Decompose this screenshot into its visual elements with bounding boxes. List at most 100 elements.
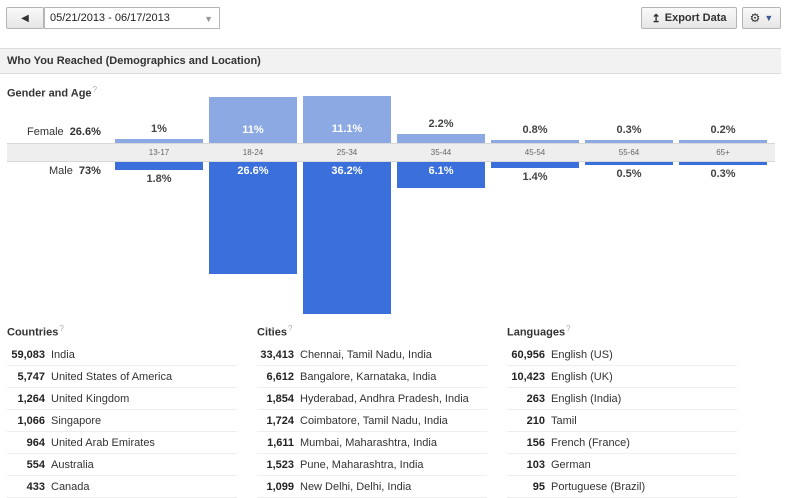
cities-row: 33,413 Chennai, Tamil Nadu, India: [257, 344, 487, 366]
date-range-select[interactable]: 05/21/2013 - 06/17/2013 ▼: [44, 7, 220, 29]
cities-name: Mumbai, Maharashtra, India: [300, 436, 437, 449]
languages-count: 156: [526, 436, 545, 449]
female-value-3: 2.2%: [428, 117, 454, 130]
countries-count: 964: [26, 436, 45, 449]
section-header: Who You Reached (Demographics and Locati…: [0, 48, 781, 74]
age-axis-strip: [7, 143, 775, 162]
age-label-6: 65+: [716, 148, 730, 157]
countries-name: Canada: [51, 480, 90, 493]
previous-period-button[interactable]: ◀: [6, 7, 44, 29]
cities-name: Hyderabad, Andhra Pradesh, India: [300, 392, 469, 405]
cities-count: 1,523: [266, 458, 294, 471]
cities-count: 6,612: [266, 370, 294, 383]
languages-name: German: [551, 458, 591, 471]
age-label-4: 45-54: [524, 148, 546, 157]
female-value-2: 11.1%: [331, 123, 363, 136]
cities-row: 1,523 Pune, Maharashtra, India: [257, 454, 487, 476]
male-bar-3[interactable]: [397, 162, 485, 188]
countries-count: 5,747: [17, 370, 45, 383]
female-bar-0[interactable]: [115, 138, 203, 143]
languages-count: 10,423: [511, 370, 545, 383]
female-bar-3[interactable]: [397, 133, 485, 143]
cities-name: Chennai, Tamil Nadu, India: [300, 348, 432, 361]
countries-row: 433 Canada: [7, 476, 237, 498]
gear-icon: ⚙: [749, 11, 761, 25]
countries-row: 1,264 United Kingdom: [7, 388, 237, 410]
age-label-1: 18-24: [242, 148, 264, 157]
countries-row: 554 Australia: [7, 454, 237, 476]
age-label-3: 35-44: [430, 148, 452, 157]
languages-row: 156 French (France): [507, 432, 737, 454]
male-value-6: 0.3%: [710, 168, 736, 180]
cities-name: Coimbatore, Tamil Nadu, India: [300, 414, 448, 427]
countries-row: 1,066 Singapore: [7, 410, 237, 432]
settings-menu-button[interactable]: ⚙ ▼: [742, 7, 781, 29]
male-bar-2[interactable]: [303, 162, 391, 315]
female-total: 26.6%: [69, 126, 101, 138]
date-range-value: 05/21/2013 - 06/17/2013: [50, 12, 170, 24]
female-bar-6[interactable]: [679, 140, 767, 143]
male-legend: Male 73%: [49, 165, 101, 177]
age-label-2: 25-34: [336, 148, 358, 157]
countries-count: 59,083: [11, 348, 45, 361]
languages-row: 263 English (India): [507, 388, 737, 410]
help-icon[interactable]: ?: [92, 85, 98, 94]
languages-name: Tamil: [551, 414, 577, 427]
male-bar-0[interactable]: [115, 162, 203, 170]
languages-row: 95 Portuguese (Brazil): [507, 476, 737, 498]
cities-count: 1,611: [267, 436, 294, 449]
age-label-5: 55-64: [618, 148, 640, 157]
countries-row: 5,747 United States of America: [7, 366, 237, 388]
languages-row: 103 German: [507, 454, 737, 476]
languages-name: Portuguese (Brazil): [551, 480, 646, 493]
countries-count: 1,264: [17, 392, 45, 405]
help-icon[interactable]: ?: [59, 324, 64, 333]
male-value-1: 26.6%: [237, 165, 269, 177]
languages-count: 103: [526, 458, 545, 471]
chevron-down-icon: ▼: [764, 13, 774, 23]
cities-name: New Delhi, Delhi, India: [300, 480, 412, 493]
female-legend: Female 26.6%: [27, 126, 101, 138]
chevron-down-icon: ▼: [204, 14, 213, 24]
languages-title: Languages?: [507, 324, 571, 339]
languages-name: French (France): [551, 436, 630, 449]
male-bar-4[interactable]: [491, 162, 579, 168]
female-bar-4[interactable]: [491, 139, 579, 143]
countries-name: Australia: [51, 458, 94, 471]
female-bar-1[interactable]: [209, 96, 297, 143]
female-value-4: 0.8%: [522, 123, 548, 136]
female-label: Female: [27, 126, 64, 138]
help-icon[interactable]: ?: [566, 324, 571, 333]
male-value-4: 1.4%: [522, 170, 548, 183]
cities-count: 1,854: [266, 392, 294, 405]
age-label-0: 13-17: [148, 148, 170, 157]
female-value-0: 1%: [151, 122, 167, 135]
male-bar-5[interactable]: [585, 162, 673, 165]
export-data-button[interactable]: ↥ Export Data: [641, 7, 737, 29]
countries-list: 59,083 India 5,747 United States of America…: [7, 344, 237, 498]
female-bar-2[interactable]: [303, 96, 391, 143]
cities-name: Pune, Maharashtra, India: [300, 458, 424, 471]
countries-row: 59,083 India: [7, 344, 237, 366]
languages-count: 210: [526, 414, 545, 427]
male-bar-6[interactable]: [679, 162, 767, 165]
languages-count: 60,956: [511, 348, 545, 361]
languages-row: 210 Tamil: [507, 410, 737, 432]
male-bar-1[interactable]: [209, 162, 297, 274]
cities-row: 1,611 Mumbai, Maharashtra, India: [257, 432, 487, 454]
cities-count: 33,413: [260, 348, 294, 361]
female-bar-5[interactable]: [585, 140, 673, 143]
languages-count: 95: [532, 480, 545, 493]
section-title: Who You Reached (Demographics and Locati…: [7, 55, 261, 67]
languages-list: 60,956 English (US) 10,423 English (UK) 263 E…: [507, 344, 737, 498]
male-total: 73%: [78, 165, 101, 177]
countries-name: United States of America: [51, 370, 173, 383]
cities-count: 1,724: [266, 414, 294, 427]
cities-row: 1,854 Hyderabad, Andhra Pradesh, India: [257, 388, 487, 410]
female-value-5: 0.3%: [616, 124, 642, 136]
countries-count: 554: [26, 458, 45, 471]
export-label: Export Data: [664, 12, 727, 24]
help-icon[interactable]: ?: [287, 324, 293, 333]
languages-count: 263: [526, 392, 545, 405]
cities-title: Cities?: [257, 324, 293, 339]
